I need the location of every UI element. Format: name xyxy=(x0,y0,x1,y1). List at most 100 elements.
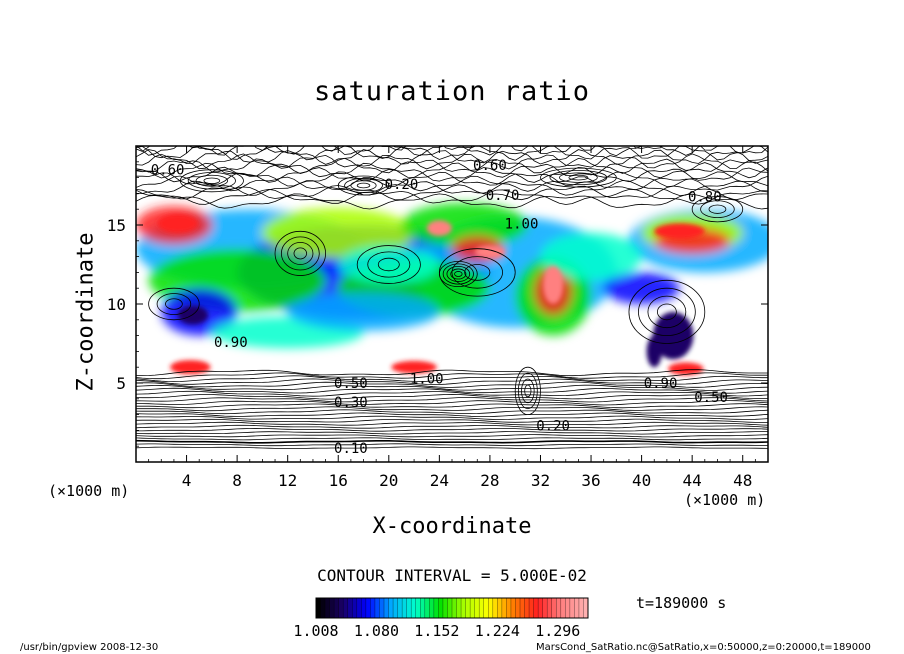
colorbar-segment xyxy=(433,598,439,618)
contour-label: 1.00 xyxy=(410,371,444,387)
colorbar-segment xyxy=(583,598,589,618)
closed-contour xyxy=(451,256,503,289)
colorbar-segment xyxy=(438,598,444,618)
colorbar xyxy=(315,597,589,619)
closed-contour xyxy=(165,298,183,310)
colorbar-tick-label: 1.296 xyxy=(535,622,581,640)
closed-contour xyxy=(568,174,589,181)
closed-contour xyxy=(638,287,696,336)
colorbar-segment xyxy=(515,598,521,618)
closed-contour xyxy=(517,372,538,410)
contour-line xyxy=(136,381,768,388)
closed-contour xyxy=(280,236,320,271)
closed-contour xyxy=(446,265,471,282)
colorbar-segment xyxy=(474,598,480,618)
contour-line xyxy=(136,418,768,423)
colorbar-segment xyxy=(393,598,398,618)
colorbar-segment xyxy=(361,598,367,618)
contour-line xyxy=(136,175,768,192)
x-tick-label: 36 xyxy=(581,471,600,490)
contour-line xyxy=(136,443,768,447)
colorbar-frame xyxy=(315,597,589,619)
contour-line xyxy=(136,409,768,415)
colorbar-segment xyxy=(542,598,548,618)
colorbar-tick-label: 1.008 xyxy=(293,622,339,640)
x-tick-label: 48 xyxy=(733,471,752,490)
saturation-field xyxy=(136,202,768,376)
contour-line xyxy=(136,146,768,161)
contour-label: 0.20 xyxy=(536,419,570,435)
contour-label: 0.60 xyxy=(473,158,507,174)
colorbar-segment xyxy=(397,598,403,618)
contour-label: 0.30 xyxy=(334,395,368,411)
y-tick-label: 10 xyxy=(107,295,126,314)
x-tick-label: 32 xyxy=(531,471,550,490)
closed-contour xyxy=(628,279,706,344)
contour-line xyxy=(136,146,768,152)
x-axis-label: X-coordinate xyxy=(372,514,532,539)
closed-contour xyxy=(274,230,327,276)
contour-line xyxy=(136,188,768,205)
contour-label: 0.90 xyxy=(644,376,678,392)
colorbar-tick-label: 1.152 xyxy=(414,622,460,640)
contour-line xyxy=(136,384,768,391)
contour-line xyxy=(136,400,768,406)
footer-left: /usr/bin/gpview 2008-12-30 xyxy=(20,642,159,653)
colorbar-segment xyxy=(325,598,330,618)
field-spot xyxy=(646,335,662,368)
colorbar-segment xyxy=(556,598,562,618)
closed-contour xyxy=(337,175,390,196)
field-spot xyxy=(654,223,705,240)
contour-line xyxy=(136,412,768,417)
colorbar-segment xyxy=(529,598,534,618)
contour-line xyxy=(136,424,768,429)
x-tick-label: 8 xyxy=(232,471,242,490)
colorbar-segment xyxy=(374,598,380,618)
field-blob xyxy=(338,245,440,284)
contour-line xyxy=(136,431,768,435)
field-spot xyxy=(157,213,198,233)
colorbar-segment xyxy=(488,598,494,618)
contour-interval: CONTOUR INTERVAL = 5.000E-02 xyxy=(317,566,587,585)
closed-contour xyxy=(521,378,535,404)
closed-contour xyxy=(344,177,383,194)
x-tick-label: 28 xyxy=(480,471,499,490)
colorbar-segment xyxy=(406,598,412,618)
contour-line xyxy=(136,153,768,170)
colorbar-segment xyxy=(370,598,376,618)
colorbar-segment xyxy=(384,598,389,618)
colorbar-segment xyxy=(343,598,349,618)
closed-contour xyxy=(367,251,411,278)
colorbar-segment xyxy=(524,598,530,618)
field-spot xyxy=(668,362,704,376)
field-blob xyxy=(287,292,440,331)
contour-label: 0.80 xyxy=(688,190,722,206)
colorbar-segment xyxy=(442,598,448,618)
colorbar-segment xyxy=(411,598,417,618)
field-spot xyxy=(391,360,437,374)
closed-contour xyxy=(514,366,541,415)
closed-contour xyxy=(647,295,687,329)
colorbar-segment xyxy=(461,598,466,618)
contour-line xyxy=(136,375,768,383)
colorbar-segment xyxy=(492,598,498,618)
closed-contour xyxy=(700,200,735,219)
contour-line xyxy=(136,193,768,210)
closed-contour xyxy=(156,293,192,315)
contour-line xyxy=(136,372,768,380)
colorbar-segment xyxy=(501,598,507,618)
colorbar-segment xyxy=(424,598,430,618)
contour-line xyxy=(136,446,768,450)
closed-contour xyxy=(549,170,608,186)
contour-line xyxy=(136,437,768,441)
colorbar-segment xyxy=(320,598,326,618)
closed-contour xyxy=(203,177,221,184)
contour-line xyxy=(136,157,768,175)
closed-contour xyxy=(454,271,463,277)
closed-contour xyxy=(708,204,727,214)
colorbar-segment xyxy=(465,598,471,618)
colorbar-segment xyxy=(365,598,371,618)
x-tick-label: 40 xyxy=(632,471,651,490)
closed-contour xyxy=(287,241,314,265)
footer-right: MarsCond_SatRatio.nc@SatRatio,x=0:50000,… xyxy=(536,642,871,653)
